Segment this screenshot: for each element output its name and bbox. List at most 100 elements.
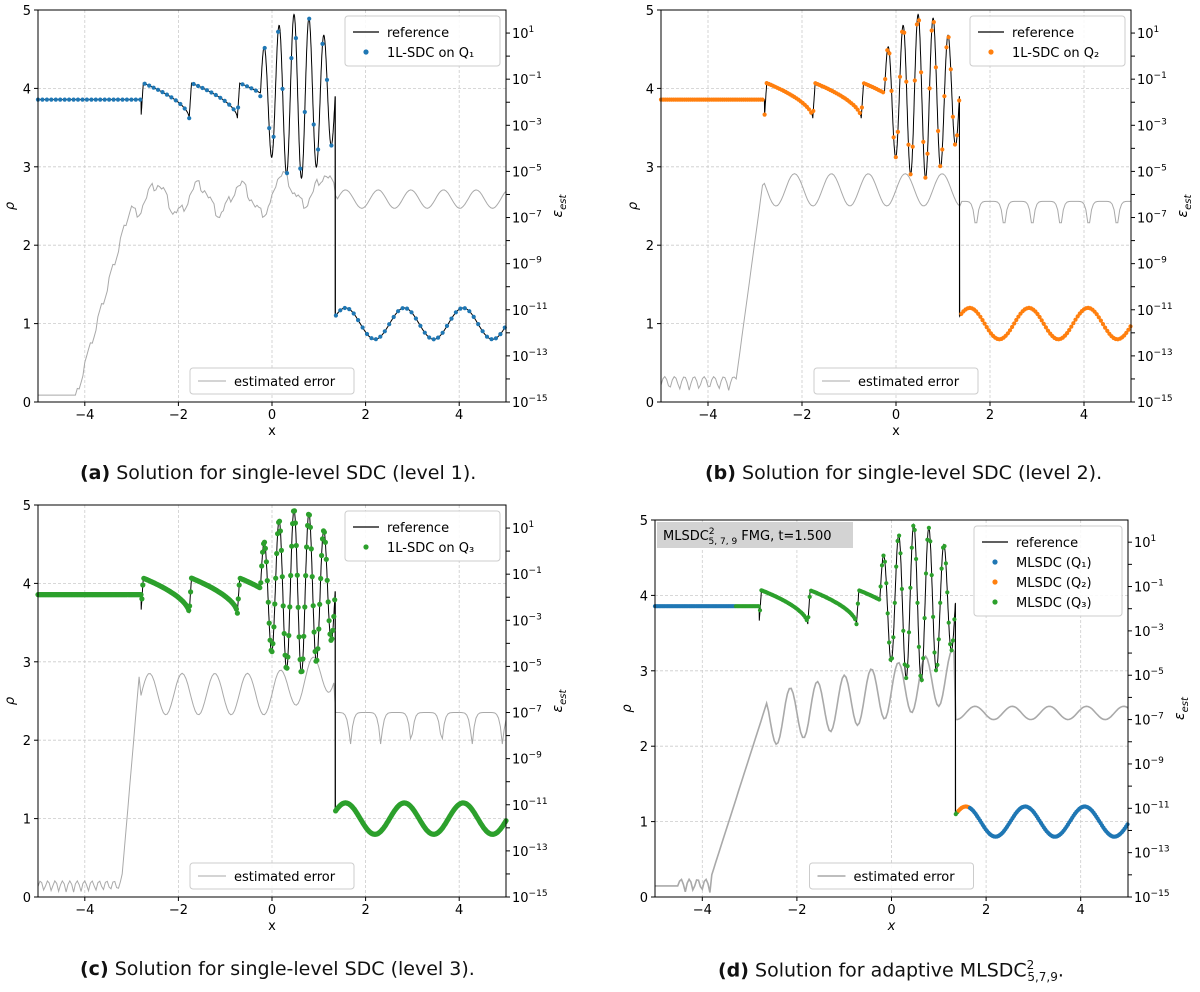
data-point — [240, 82, 245, 87]
data-point — [329, 636, 335, 642]
y2-tick-label: 10−5 — [512, 163, 542, 180]
tick-exponent: −11 — [1154, 302, 1173, 312]
data-point — [235, 596, 241, 602]
tick-base: 10 — [1134, 891, 1151, 906]
data-point — [286, 632, 292, 639]
data-point — [330, 627, 336, 633]
y-tick-label: 1 — [640, 816, 648, 831]
data-point — [311, 629, 317, 635]
data-point — [462, 306, 467, 311]
y2-tick-label: 10−9 — [512, 751, 542, 768]
data-point — [757, 608, 763, 613]
data-point — [904, 79, 909, 84]
tick-base: 10 — [512, 799, 529, 814]
data-point — [80, 97, 85, 102]
legend-label: reference — [387, 26, 449, 41]
legend-label: MLSDC (Q₁) — [1016, 556, 1092, 571]
data-point — [324, 77, 330, 82]
legend-label: MLSDC (Q₂) — [1016, 576, 1092, 591]
data-point — [1007, 328, 1013, 333]
tick-base: 10 — [512, 304, 529, 319]
data-point — [431, 337, 436, 342]
data-point — [916, 18, 922, 23]
data-point — [1012, 321, 1017, 326]
caption-text: Solution for adaptive MLSDC — [755, 959, 1027, 982]
x-tick-label: 0 — [887, 903, 895, 918]
caption-label: (d) — [718, 959, 749, 982]
data-point — [927, 86, 932, 91]
data-point — [1124, 330, 1129, 335]
data-point — [898, 551, 903, 556]
data-point — [191, 81, 196, 87]
legend-box — [973, 525, 1123, 617]
data-point — [449, 316, 454, 321]
data-point — [249, 86, 254, 91]
data-point — [302, 109, 307, 115]
x-axis-label: x — [892, 424, 900, 439]
data-point — [204, 88, 209, 93]
y2-tick-label: 10−5 — [512, 658, 542, 675]
data-point — [1005, 331, 1011, 336]
x-tick-label: 2 — [361, 903, 369, 918]
data-point — [422, 330, 427, 335]
data-point — [98, 97, 103, 102]
data-point — [271, 134, 276, 139]
tick-exponent: −3 — [1154, 117, 1167, 127]
y-tick-label: 0 — [640, 891, 648, 906]
x-tick-label: 0 — [892, 408, 900, 423]
data-point — [471, 314, 476, 319]
data-point — [1043, 325, 1048, 330]
tick-base: 10 — [1134, 536, 1151, 551]
data-point — [307, 16, 312, 21]
data-point — [855, 601, 861, 606]
y2-tick-label: 101 — [512, 25, 534, 42]
data-point — [351, 311, 356, 316]
tick-base: 10 — [512, 707, 529, 722]
data-point — [304, 544, 310, 550]
data-point — [879, 563, 885, 568]
data-point — [124, 97, 129, 102]
x-axis-label: x — [268, 919, 276, 934]
data-point — [258, 94, 263, 99]
tick-exponent: −1 — [1151, 579, 1164, 589]
data-point — [811, 108, 816, 114]
data-point — [276, 29, 281, 34]
tick-exponent: −5 — [529, 658, 542, 668]
data-point — [1067, 328, 1072, 333]
x-axis-label: x — [268, 424, 276, 439]
data-point — [279, 574, 285, 580]
y2-tick-label: 101 — [1137, 25, 1159, 42]
tick-exponent: −11 — [529, 302, 548, 312]
data-point — [948, 642, 953, 647]
marker-series — [658, 18, 1133, 342]
data-point — [262, 45, 267, 51]
data-point — [854, 622, 859, 627]
y2-tick-label: 10−3 — [512, 117, 542, 134]
data-point — [160, 90, 165, 95]
y2-tick-label: 10−15 — [512, 394, 548, 411]
tick-base: 10 — [1137, 27, 1154, 42]
tick-exponent: 1 — [529, 520, 535, 530]
y-tick-label: 4 — [23, 82, 31, 97]
data-point — [935, 662, 940, 668]
data-point — [142, 81, 147, 86]
data-point — [259, 563, 265, 569]
data-point — [908, 172, 913, 177]
tick-base: 10 — [512, 73, 529, 88]
annotation-rest: FMG, t=1.500 — [737, 529, 831, 544]
data-point — [946, 35, 951, 40]
y-tick-label: 1 — [23, 318, 31, 333]
data-point — [885, 611, 890, 616]
data-point — [209, 90, 214, 95]
data-point — [266, 620, 272, 626]
tick-exponent: −3 — [529, 612, 542, 622]
tick-base: 10 — [512, 891, 529, 906]
data-point — [1041, 321, 1046, 326]
legend-label: 1L-SDC on Q₁ — [387, 46, 474, 61]
data-point — [84, 97, 89, 102]
caption-d: (d) Solution for adaptive MLSDC25,7,9. — [718, 958, 1064, 984]
y2-tick-label: 10−1 — [512, 566, 542, 583]
x-tick-label: 4 — [455, 903, 463, 918]
y-tick-label: 0 — [23, 396, 31, 411]
data-point — [300, 656, 306, 662]
